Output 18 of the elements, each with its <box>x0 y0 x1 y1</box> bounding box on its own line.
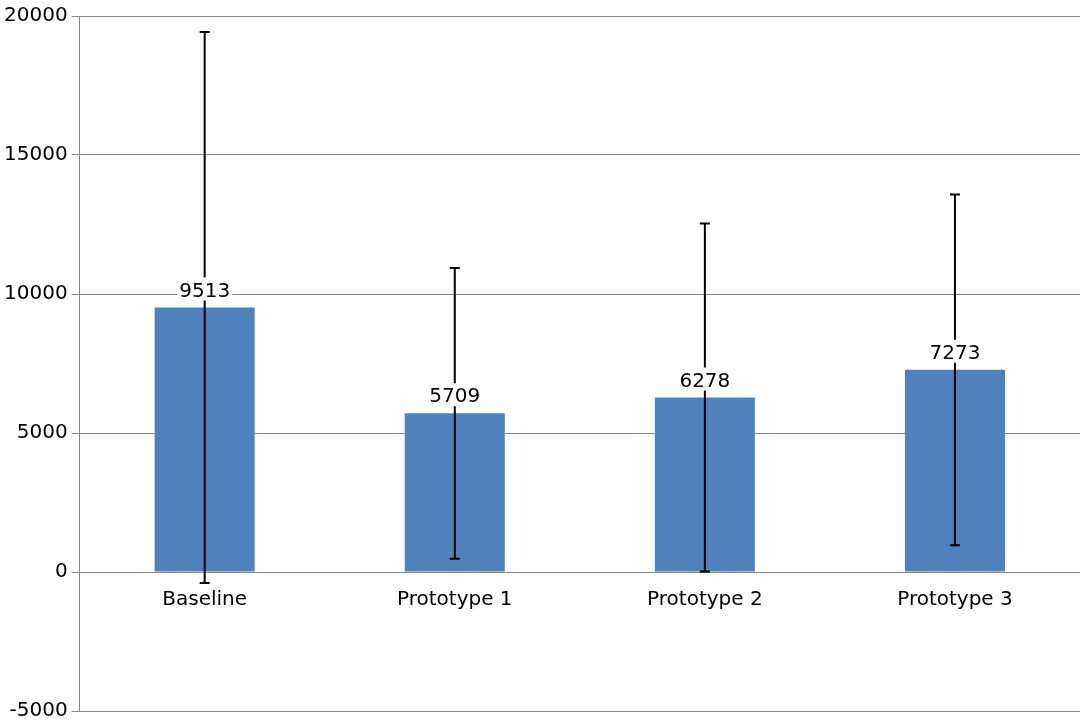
y-tick-label: 20000 <box>4 2 68 27</box>
x-tick-label: Prototype 3 <box>897 586 1013 611</box>
data-label: 7273 <box>929 340 981 365</box>
bar <box>154 307 255 572</box>
x-tick-label: Baseline <box>162 586 248 611</box>
data-label: 6278 <box>679 367 731 392</box>
y-tick-label: 10000 <box>4 280 68 305</box>
y-tick-label: -5000 <box>9 697 68 722</box>
data-label: 5709 <box>429 383 481 408</box>
y-tick-label: 15000 <box>4 141 68 166</box>
y-tick-label: 0 <box>54 558 68 583</box>
x-tick-label: Prototype 2 <box>647 586 763 611</box>
bar <box>654 397 755 572</box>
x-tick-label: Prototype 1 <box>396 586 513 611</box>
data-label: 9513 <box>179 277 231 302</box>
y-tick-label: 5000 <box>16 419 68 444</box>
bar <box>404 413 505 572</box>
bar <box>904 369 1005 572</box>
